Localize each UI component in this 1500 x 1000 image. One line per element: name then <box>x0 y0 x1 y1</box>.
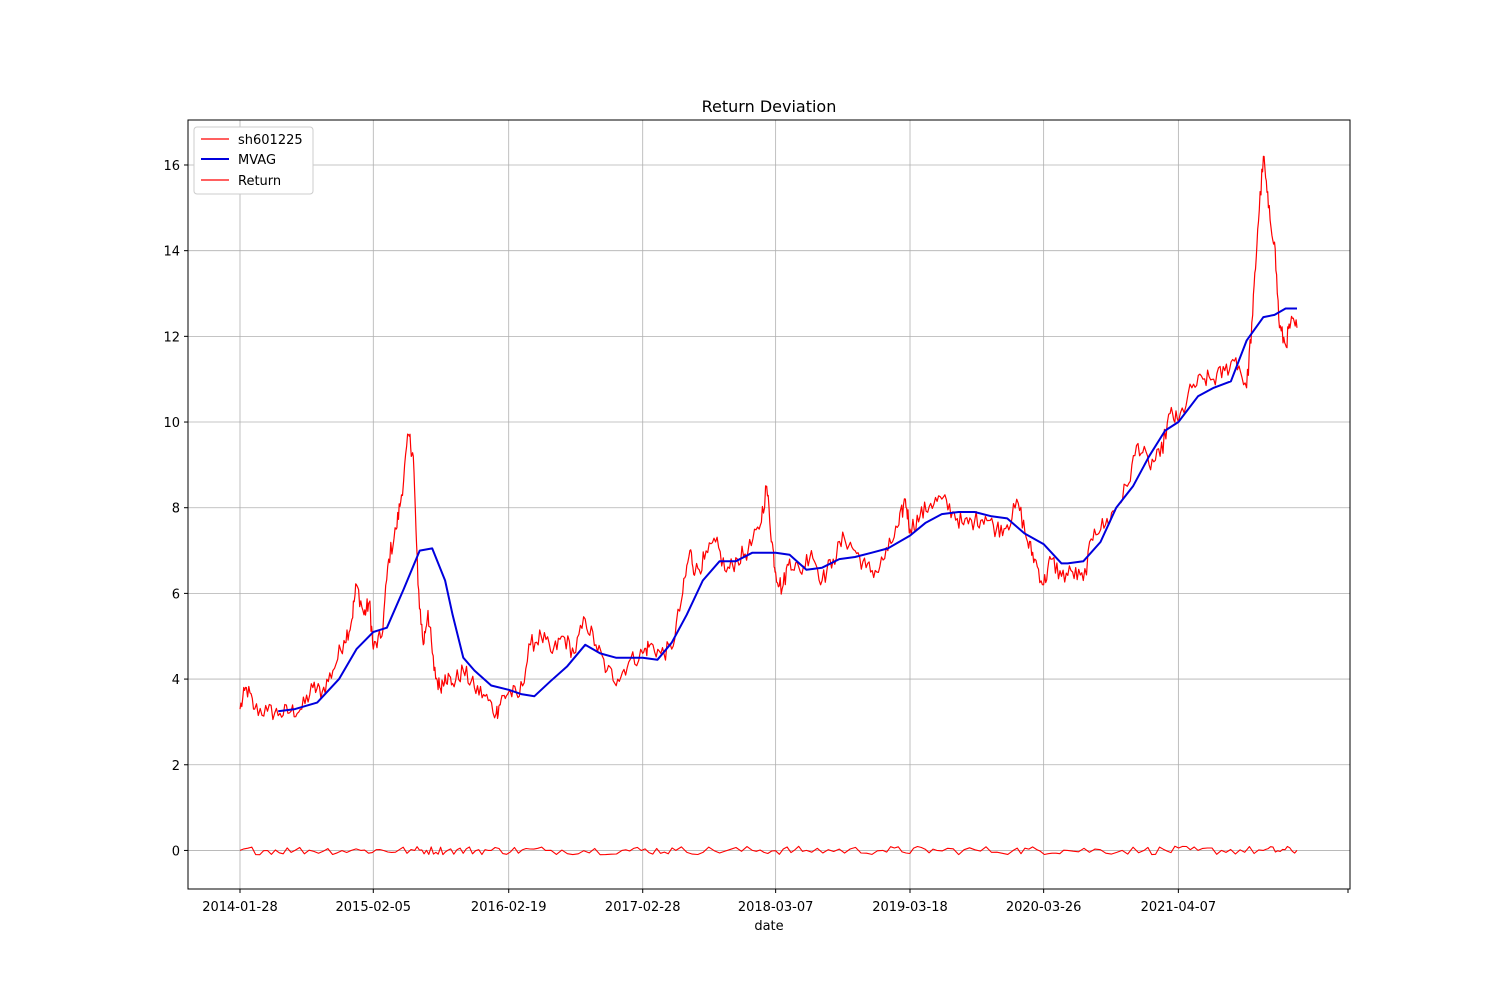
y-axis-ticks: 0 2 4 6 8 10 12 14 16 <box>163 159 188 859</box>
y-tick-label: 14 <box>163 245 180 260</box>
series-line-sh601225 <box>239 155 1298 721</box>
y-tick-label: 6 <box>172 587 180 602</box>
series-line-return <box>239 845 1298 856</box>
series-line-mvag <box>278 307 1297 713</box>
legend-label-mvag: MVAG <box>238 153 276 168</box>
x-tick-label: 2021-04-07 <box>1141 900 1217 915</box>
plot-frame <box>187 119 1351 890</box>
x-tick-label: 2019-03-18 <box>872 900 948 915</box>
chart-title: Return Deviation <box>702 97 837 116</box>
x-axis-label: date <box>754 919 783 934</box>
y-tick-label: 10 <box>163 416 180 431</box>
y-tick-label: 12 <box>163 330 180 345</box>
x-tick-label: 2016-02-19 <box>471 900 547 915</box>
x-axis-ticks: 2014-01-28 2015-02-05 2016-02-19 2017-02-28… <box>202 889 1349 915</box>
x-tick-label: 2014-01-28 <box>202 900 278 915</box>
x-tick-label: 2018-03-07 <box>738 900 814 915</box>
legend-label-sh601225: sh601225 <box>238 133 303 148</box>
legend-label-return: Return <box>238 174 281 189</box>
series-lines <box>239 155 1298 856</box>
y-tick-label: 2 <box>172 759 180 774</box>
x-tick-label: 2015-02-05 <box>336 900 412 915</box>
x-tick-label: 2020-03-26 <box>1006 900 1082 915</box>
y-tick-label: 0 <box>172 844 180 859</box>
y-tick-label: 16 <box>163 159 180 174</box>
y-tick-label: 4 <box>172 673 180 688</box>
legend: sh601225 MVAG Return <box>193 126 314 195</box>
x-tick-label: 2017-02-28 <box>605 900 681 915</box>
y-tick-label: 8 <box>172 502 180 517</box>
legend-box <box>193 126 314 195</box>
